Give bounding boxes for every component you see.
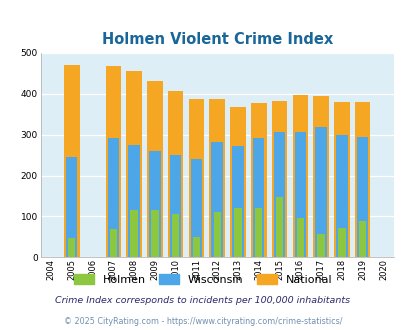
Bar	[209, 99, 224, 257]
Bar	[151, 210, 158, 257]
Bar	[358, 220, 365, 257]
Bar	[275, 197, 282, 257]
Bar	[149, 151, 160, 257]
Bar	[232, 146, 243, 257]
Bar	[213, 213, 220, 257]
Bar	[337, 228, 345, 257]
Text: Crime Index corresponds to incidents per 100,000 inhabitants: Crime Index corresponds to incidents per…	[55, 296, 350, 305]
Bar	[68, 238, 75, 257]
Bar	[254, 208, 262, 257]
Bar	[296, 218, 303, 257]
Bar	[192, 237, 200, 257]
Bar	[315, 127, 326, 257]
Bar	[211, 142, 222, 257]
Bar	[172, 214, 179, 257]
Bar	[105, 66, 121, 257]
Bar	[271, 101, 287, 257]
Bar	[147, 81, 162, 257]
Title: Holmen Violent Crime Index: Holmen Violent Crime Index	[101, 32, 332, 48]
Bar	[354, 102, 369, 257]
Bar	[126, 71, 141, 257]
Bar	[66, 157, 77, 257]
Bar	[333, 102, 349, 257]
Bar	[230, 107, 245, 257]
Bar	[273, 132, 285, 257]
Bar	[190, 159, 202, 257]
Bar	[292, 94, 307, 257]
Bar	[128, 145, 139, 257]
Bar	[335, 135, 347, 257]
Bar	[317, 234, 324, 257]
Bar	[64, 65, 79, 257]
Bar	[107, 138, 119, 257]
Bar	[294, 132, 305, 257]
Bar	[109, 229, 117, 257]
Bar	[252, 138, 264, 257]
Bar	[130, 210, 137, 257]
Bar	[313, 96, 328, 257]
Bar	[250, 103, 266, 257]
Legend: Holmen, Wisconsin, National: Holmen, Wisconsin, National	[69, 270, 336, 289]
Bar	[170, 155, 181, 257]
Bar	[167, 91, 183, 257]
Bar	[188, 99, 204, 257]
Text: © 2025 CityRating.com - https://www.cityrating.com/crime-statistics/: © 2025 CityRating.com - https://www.city…	[64, 317, 341, 326]
Bar	[356, 137, 367, 257]
Bar	[234, 208, 241, 257]
